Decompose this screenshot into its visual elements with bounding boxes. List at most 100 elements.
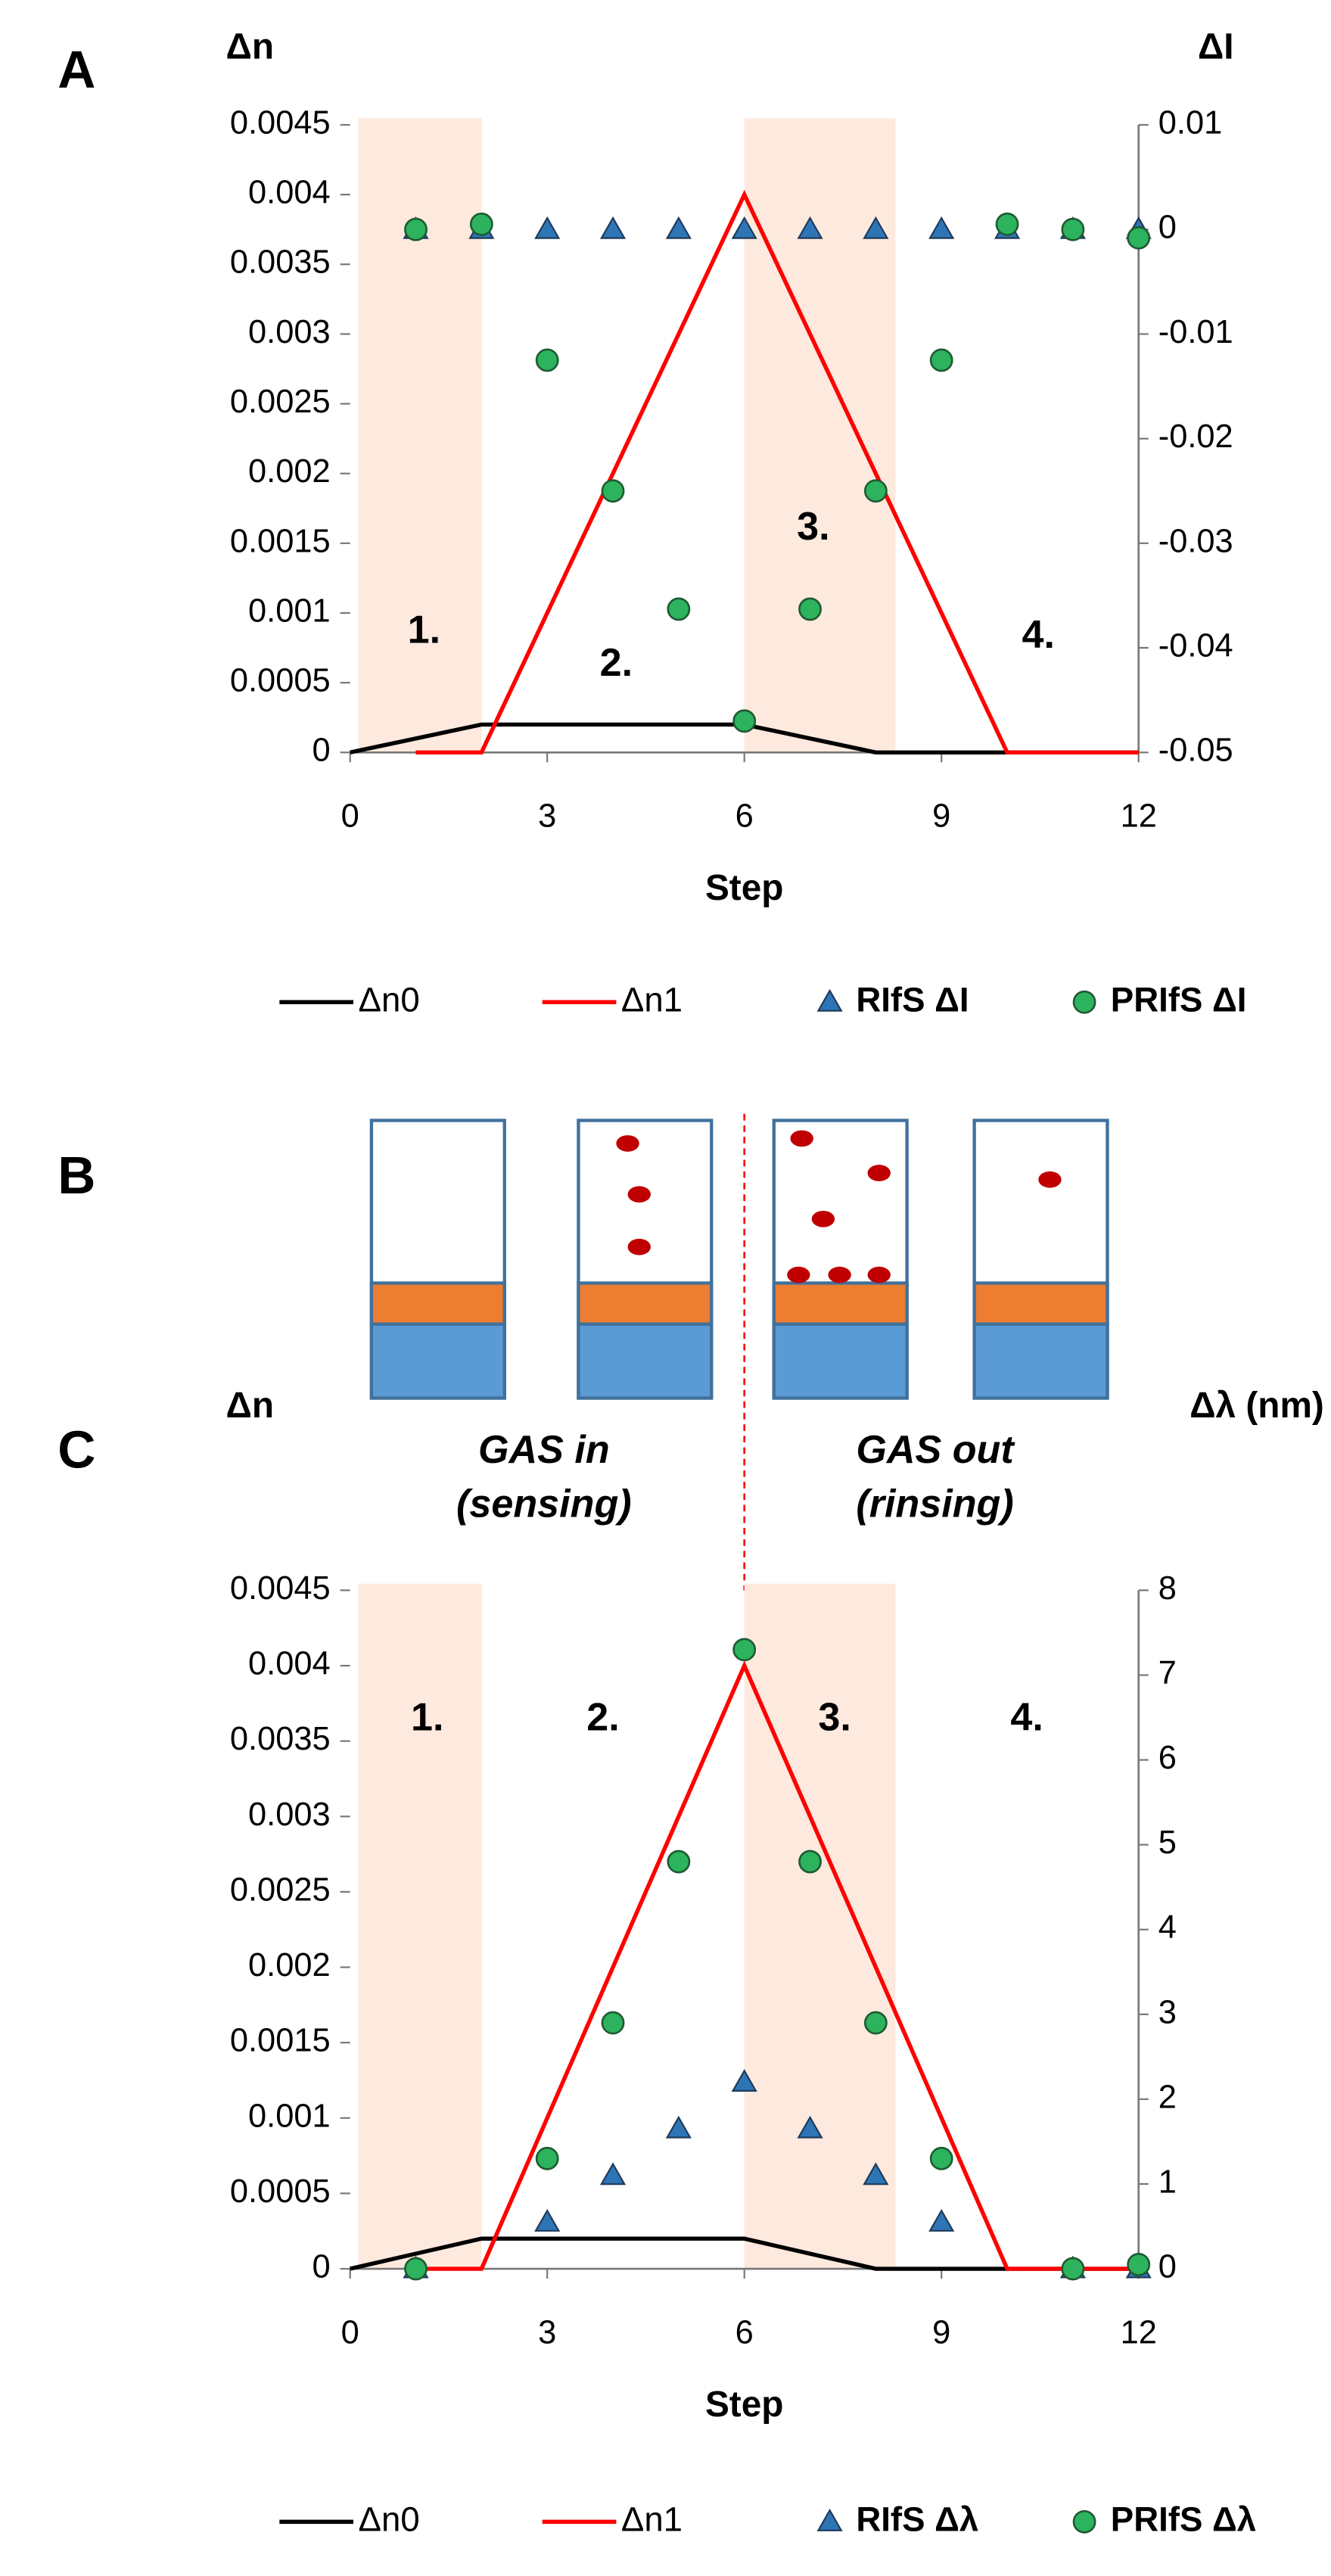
triangle-marker — [599, 216, 627, 239]
triangle-marker — [928, 216, 955, 239]
legend-label: Δn0 — [359, 2500, 420, 2538]
substrate — [972, 1322, 1109, 1400]
legend-label: RIfS ΔI — [856, 980, 969, 1019]
annotation: 1. — [411, 1696, 443, 1740]
x-tick-label: 9 — [932, 798, 950, 835]
triangle-marker — [797, 216, 823, 239]
y2-tick-label: -0.03 — [1158, 523, 1233, 559]
y-tick-label: 0.0045 — [230, 1570, 331, 1607]
y-tick-label: 0.001 — [248, 593, 331, 629]
y-tick-label: 0 — [312, 733, 330, 769]
shaded-region — [744, 118, 896, 753]
triangle-marker — [731, 2069, 757, 2092]
annotation: 2. — [586, 1696, 619, 1740]
y-tick-label: 0.004 — [248, 1646, 331, 1682]
x-tick-label: 6 — [735, 798, 754, 835]
y2-tick-label: 5 — [1158, 1825, 1177, 1861]
chart: A Δn ΔI Step 0 0.0005 0.001 0.0015 0.002 0.0025 0.… — [58, 27, 1246, 1019]
shaded-region — [744, 1583, 896, 2270]
legend-label: PRIfS ΔI — [1111, 980, 1247, 1019]
triangle-marker — [534, 2209, 561, 2232]
y2-tick-label: -0.05 — [1158, 733, 1233, 769]
triangle-marker — [665, 2115, 692, 2139]
triangle-marker — [797, 2115, 823, 2139]
y-tick-label: 0.0025 — [230, 1871, 331, 1908]
y-tick-label: 0.001 — [248, 2098, 331, 2134]
annotation: 4. — [1022, 613, 1055, 657]
x-tick-label: 6 — [735, 2314, 754, 2350]
annotation: 1. — [408, 608, 440, 652]
y-tick-label: 0.0015 — [230, 523, 331, 559]
circle-marker — [1127, 2253, 1151, 2276]
y2-tick-label: 0 — [1158, 2249, 1177, 2285]
x-tick-label: 9 — [932, 2314, 950, 2350]
y-tick-label: 0.0005 — [230, 2173, 331, 2210]
circle-marker — [601, 479, 625, 503]
y2-tick-label: 7 — [1158, 1655, 1177, 1691]
y-tick-label: 0.002 — [248, 453, 331, 490]
shaded-region — [358, 1583, 482, 2270]
layer — [972, 1281, 1109, 1326]
y-tick-label: 0.003 — [248, 314, 331, 350]
circle-marker — [732, 1638, 757, 1662]
chart: C Δn Δλ (nm) Step 0 0.0005 0.001 0.0015 0.002 0.0… — [58, 1386, 1324, 2538]
substrate — [772, 1322, 909, 1400]
y2-tick-label: 0.01 — [1158, 104, 1222, 141]
y2-tick-label: 3 — [1158, 1994, 1177, 2030]
legend-label: PRIfS Δλ — [1111, 2500, 1256, 2538]
molecule — [811, 1210, 835, 1227]
x-tick-label: 3 — [538, 798, 556, 835]
y2-axis-label: Δλ (nm) — [1190, 1386, 1324, 1426]
y2-tick-label: -0.02 — [1158, 418, 1233, 455]
series-line — [350, 2236, 1139, 2271]
circle-marker — [404, 2257, 428, 2281]
y-tick-label: 0.0025 — [230, 384, 331, 420]
y2-tick-label: -0.01 — [1158, 314, 1233, 350]
layer — [369, 1281, 506, 1326]
y2-axis-label: ΔI — [1198, 27, 1234, 67]
circle-marker — [601, 2011, 625, 2035]
series-line — [415, 189, 1139, 754]
x-axis-label: Step — [705, 868, 783, 908]
circle-marker — [1072, 2509, 1096, 2534]
diagram: B GAS in (sensing) GAS out (rinsing) — [58, 1113, 1109, 1591]
legend-label: RIfS Δλ — [856, 2500, 978, 2538]
circle-marker — [1061, 217, 1085, 241]
circle-marker — [732, 709, 757, 733]
x-axis-label: Step — [705, 2385, 783, 2425]
circle-marker — [995, 212, 1019, 236]
x-tick-label: 0 — [341, 798, 359, 835]
caption: (rinsing) — [856, 1482, 1013, 1526]
circle-marker — [1127, 226, 1151, 250]
x-tick-label: 12 — [1121, 2314, 1157, 2350]
y-tick-label: 0.0045 — [230, 104, 331, 141]
y-tick-label: 0.0015 — [230, 2023, 331, 2059]
substrate — [369, 1322, 506, 1400]
circle-marker — [929, 348, 953, 372]
y-axis-label: Δn — [226, 27, 275, 67]
y-tick-label: 0.0005 — [230, 663, 331, 699]
caption: GAS out — [856, 1428, 1015, 1472]
triangle-marker — [863, 216, 889, 239]
circle-marker — [863, 2011, 888, 2035]
panel-label: B — [58, 1146, 95, 1205]
y2-tick-label: 1 — [1158, 2164, 1177, 2200]
molecule — [828, 1266, 851, 1283]
circle-marker — [1072, 990, 1096, 1014]
y2-tick-label: -0.04 — [1158, 628, 1233, 664]
triangle-marker — [928, 2209, 955, 2232]
molecule — [627, 1186, 651, 1203]
cells — [369, 1118, 1109, 1400]
circle-marker — [798, 1850, 822, 1874]
y2-tick-label: 8 — [1158, 1570, 1177, 1607]
layer — [772, 1281, 909, 1326]
circle-marker — [667, 597, 691, 621]
molecule — [627, 1238, 651, 1255]
annotation: 3. — [818, 1696, 851, 1740]
molecule — [790, 1130, 813, 1147]
legend-label: Δn0 — [359, 980, 420, 1019]
legend-label: Δn1 — [621, 2500, 683, 2538]
y2-tick-label: 4 — [1158, 1909, 1177, 1946]
panel-label: A — [58, 40, 95, 99]
y2-tick-label: 0 — [1158, 210, 1177, 246]
